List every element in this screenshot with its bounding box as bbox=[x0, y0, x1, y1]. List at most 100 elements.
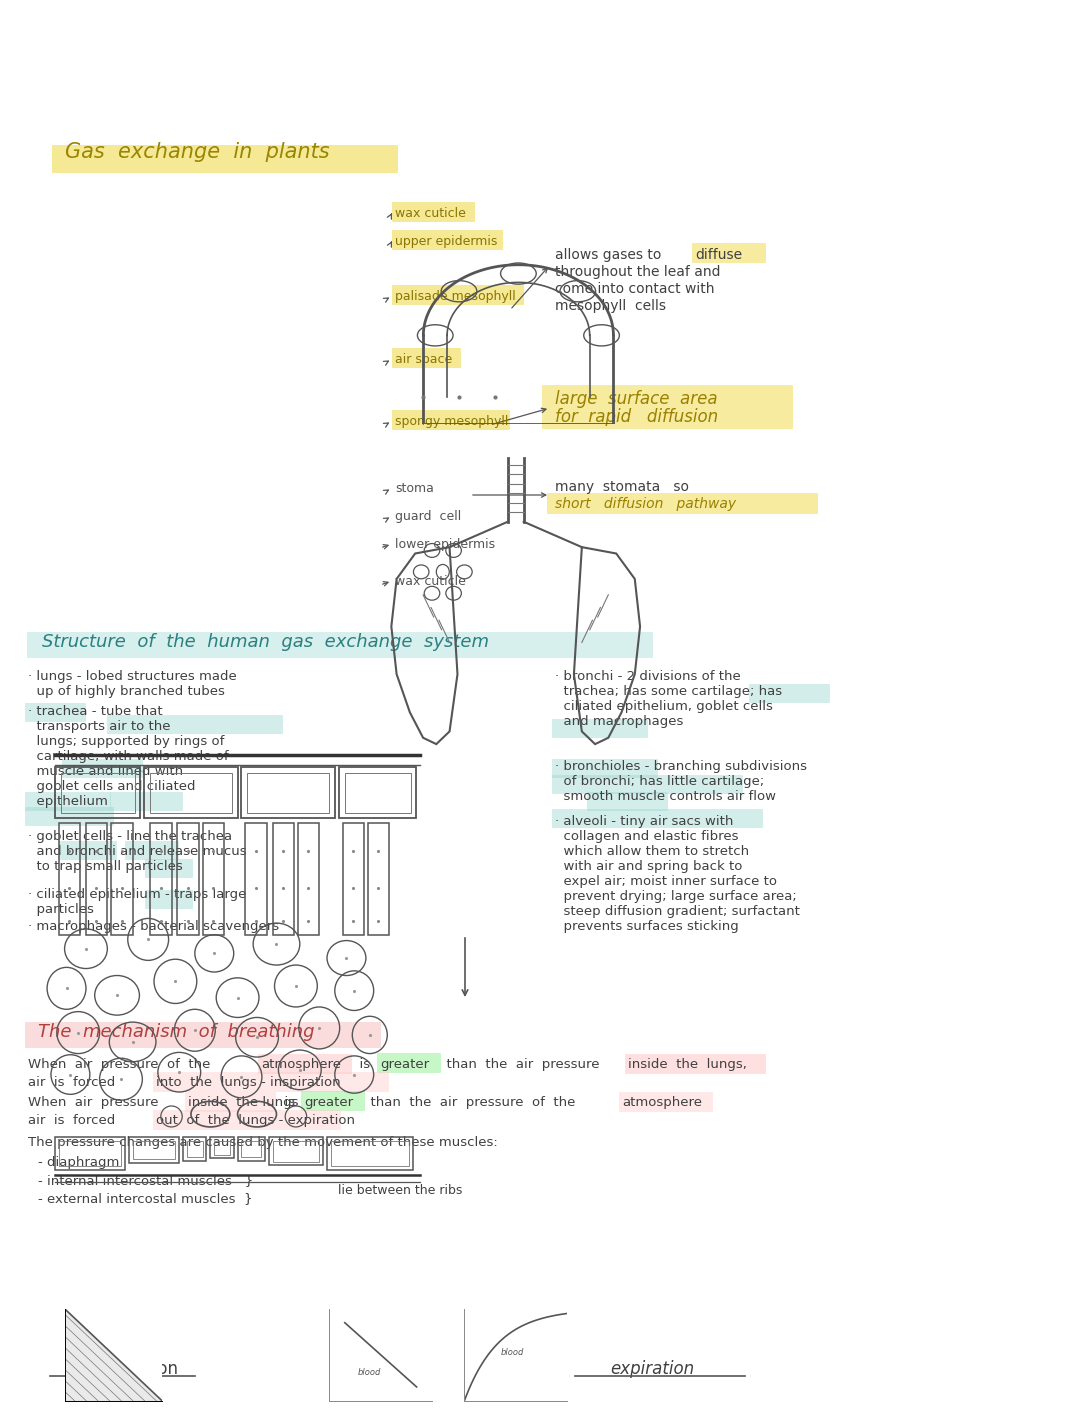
Text: many  stomata   so: many stomata so bbox=[555, 480, 689, 494]
Text: - internal intercostal muscles   }: - internal intercostal muscles } bbox=[38, 1173, 253, 1187]
FancyBboxPatch shape bbox=[258, 1053, 352, 1075]
FancyBboxPatch shape bbox=[145, 890, 193, 909]
Text: · alveoli - tiny air sacs with
  collagen and elastic fibres
  which allow them : · alveoli - tiny air sacs with collagen … bbox=[555, 815, 800, 933]
Text: guard  cell: guard cell bbox=[395, 510, 461, 522]
Text: is: is bbox=[276, 1096, 303, 1108]
Bar bbox=[129, 1138, 179, 1163]
FancyBboxPatch shape bbox=[185, 1091, 276, 1113]
Text: allows gases to: allows gases to bbox=[555, 249, 665, 263]
Text: spongy mesophyll: spongy mesophyll bbox=[395, 415, 509, 428]
Text: stoma: stoma bbox=[395, 481, 434, 496]
Text: come into contact with: come into contact with bbox=[555, 282, 715, 297]
Text: wax cuticle: wax cuticle bbox=[395, 575, 465, 587]
FancyBboxPatch shape bbox=[625, 1053, 766, 1075]
Text: than  the  air  pressure: than the air pressure bbox=[438, 1058, 608, 1070]
Text: Structure  of  the  human  gas  exchange  system: Structure of the human gas exchange syst… bbox=[42, 633, 489, 651]
Text: The  mechanism  of  breathing: The mechanism of breathing bbox=[38, 1024, 314, 1041]
Bar bbox=[339, 767, 417, 819]
FancyBboxPatch shape bbox=[542, 385, 793, 429]
FancyBboxPatch shape bbox=[145, 858, 193, 878]
Bar bbox=[145, 767, 238, 819]
Text: Gas  exchange  in  plants: Gas exchange in plants bbox=[65, 143, 329, 162]
Text: upper epidermis: upper epidermis bbox=[395, 234, 498, 249]
Bar bbox=[111, 823, 133, 935]
Text: throughout the leaf and: throughout the leaf and bbox=[555, 265, 720, 280]
Text: lower epidermis: lower epidermis bbox=[395, 538, 495, 551]
Text: large  surface  area: large surface area bbox=[555, 390, 717, 408]
FancyBboxPatch shape bbox=[588, 792, 669, 810]
Bar bbox=[58, 1141, 121, 1166]
Bar bbox=[187, 1141, 203, 1156]
Text: expiration: expiration bbox=[610, 1360, 694, 1378]
Text: · bronchi - 2 divisions of the
  trachea; has some cartilage; has
  ciliated epi: · bronchi - 2 divisions of the trachea; … bbox=[555, 671, 782, 729]
Bar bbox=[272, 823, 294, 935]
FancyBboxPatch shape bbox=[153, 1072, 389, 1091]
FancyBboxPatch shape bbox=[552, 719, 648, 738]
FancyBboxPatch shape bbox=[25, 703, 86, 722]
FancyBboxPatch shape bbox=[25, 1022, 381, 1048]
Bar bbox=[330, 1141, 408, 1166]
FancyBboxPatch shape bbox=[392, 202, 475, 222]
Bar bbox=[247, 772, 329, 813]
Bar bbox=[60, 772, 135, 813]
FancyBboxPatch shape bbox=[110, 792, 183, 810]
FancyBboxPatch shape bbox=[392, 409, 510, 431]
FancyBboxPatch shape bbox=[27, 633, 653, 658]
FancyBboxPatch shape bbox=[52, 145, 399, 174]
FancyBboxPatch shape bbox=[392, 347, 461, 369]
FancyBboxPatch shape bbox=[153, 1110, 341, 1130]
Bar bbox=[211, 1138, 233, 1158]
Bar bbox=[272, 1141, 320, 1162]
FancyBboxPatch shape bbox=[377, 1053, 441, 1073]
Text: lie between the ribs: lie between the ribs bbox=[338, 1185, 462, 1197]
Text: atmosphere: atmosphere bbox=[622, 1096, 702, 1108]
Text: palisade mesophyll: palisade mesophyll bbox=[395, 289, 516, 304]
Text: · goblet cells - line the trachea
  and bronchi and release mucus
  to trap smal: · goblet cells - line the trachea and br… bbox=[28, 830, 246, 873]
Text: short   diffusion   pathway: short diffusion pathway bbox=[555, 497, 737, 511]
Bar bbox=[327, 1138, 413, 1171]
Text: - external intercostal muscles  }: - external intercostal muscles } bbox=[38, 1192, 253, 1204]
FancyBboxPatch shape bbox=[552, 809, 762, 827]
Text: air space: air space bbox=[395, 353, 453, 366]
Bar bbox=[298, 823, 320, 935]
FancyBboxPatch shape bbox=[552, 775, 743, 794]
Bar bbox=[55, 1138, 125, 1171]
Bar bbox=[368, 823, 389, 935]
Bar bbox=[269, 1138, 323, 1165]
Text: diffuse: diffuse bbox=[696, 249, 742, 263]
Text: into  the  lungs - inspiration: into the lungs - inspiration bbox=[156, 1076, 340, 1089]
Text: When  air  pressure  of  the: When air pressure of the bbox=[28, 1058, 219, 1070]
Text: · macrophages - bacterial scavengers: · macrophages - bacterial scavengers bbox=[28, 921, 279, 933]
Bar bbox=[242, 767, 335, 819]
Text: air  is  forced: air is forced bbox=[28, 1076, 124, 1089]
FancyBboxPatch shape bbox=[62, 760, 143, 778]
Bar bbox=[150, 823, 172, 935]
Text: for  rapid   diffusion: for rapid diffusion bbox=[555, 408, 718, 426]
Bar bbox=[242, 1141, 261, 1156]
FancyBboxPatch shape bbox=[546, 493, 818, 514]
FancyBboxPatch shape bbox=[619, 1091, 713, 1113]
Text: · trachea - tube that
  transports air to the
  lungs; supported by rings of
  c: · trachea - tube that transports air to … bbox=[28, 705, 229, 808]
Text: greater: greater bbox=[303, 1096, 353, 1108]
Text: · ciliated epithelium - traps large
  particles: · ciliated epithelium - traps large part… bbox=[28, 888, 246, 916]
FancyBboxPatch shape bbox=[692, 243, 766, 263]
Bar bbox=[345, 772, 410, 813]
Text: air  is  forced: air is forced bbox=[28, 1114, 124, 1127]
Bar bbox=[177, 823, 199, 935]
Bar bbox=[238, 1138, 265, 1161]
Text: blood: blood bbox=[500, 1348, 524, 1357]
Text: wax cuticle: wax cuticle bbox=[395, 208, 465, 220]
Text: atmosphere: atmosphere bbox=[261, 1058, 341, 1070]
Bar bbox=[133, 1141, 175, 1159]
FancyBboxPatch shape bbox=[552, 760, 658, 778]
FancyBboxPatch shape bbox=[392, 285, 524, 305]
FancyBboxPatch shape bbox=[107, 714, 283, 734]
Text: When  air  pressure: When air pressure bbox=[28, 1096, 167, 1108]
Text: - diaphragm: - diaphragm bbox=[38, 1156, 120, 1169]
FancyBboxPatch shape bbox=[392, 230, 503, 250]
Text: mesophyll  cells: mesophyll cells bbox=[555, 299, 666, 313]
Text: inside  the lungs: inside the lungs bbox=[188, 1096, 298, 1108]
Text: than  the  air  pressure  of  the: than the air pressure of the bbox=[362, 1096, 584, 1108]
Bar bbox=[150, 772, 232, 813]
Text: is: is bbox=[351, 1058, 379, 1070]
